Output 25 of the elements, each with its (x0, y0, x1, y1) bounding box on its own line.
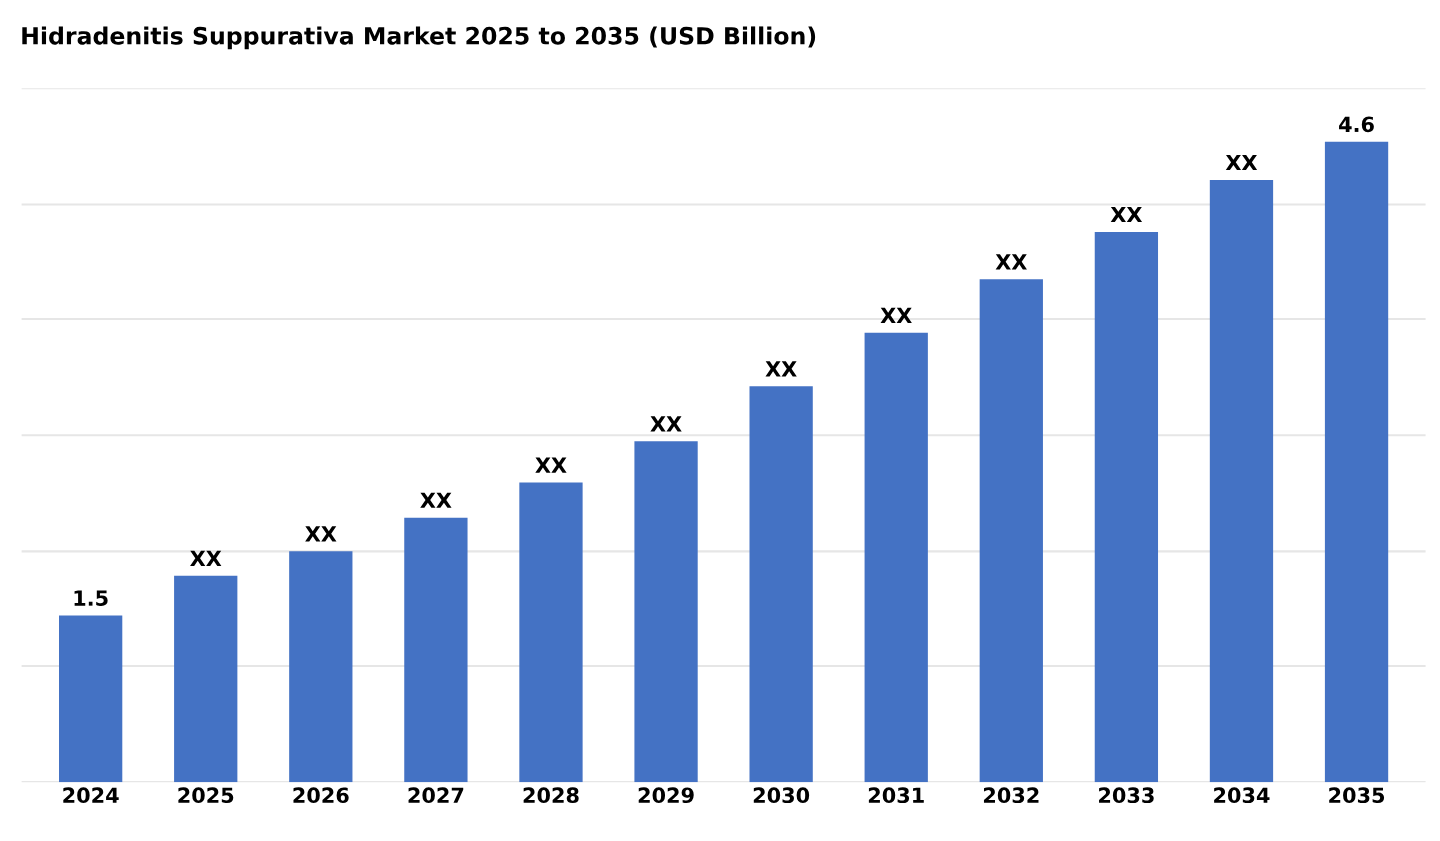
data-label: 1.5 (74, 590, 108, 606)
data-label: XX (880, 307, 912, 323)
x-tick-label: 2034 (1214, 787, 1270, 804)
data-label: XX (995, 254, 1027, 270)
data-label: 4.6 (1339, 116, 1374, 133)
x-tick-label: 2024 (63, 787, 119, 804)
data-label: XX (765, 361, 797, 377)
data-label: XX (420, 492, 452, 508)
x-tick-label: 2032 (983, 787, 1039, 804)
data-label: XX (650, 416, 682, 432)
x-tick-label: 2027 (408, 787, 464, 804)
x-tick-label: 2028 (523, 787, 579, 804)
data-label: XX (1110, 206, 1143, 223)
x-tick-label: 2035 (1329, 787, 1385, 804)
data-label: XX (535, 457, 567, 473)
data-label: XX (305, 526, 337, 542)
x-tick-label: 2025 (178, 787, 234, 804)
x-tick-label: 2033 (1099, 787, 1154, 804)
chart-title: Hidradenitis Suppurativa Market 2025 to 2035 (USD Billion) (22, 26, 816, 50)
data-label: XX (1225, 154, 1258, 171)
x-tick-label: 2031 (868, 787, 924, 804)
x-tick-label: 2030 (753, 787, 810, 804)
x-tick-label: 2029 (638, 787, 694, 804)
x-tick-label: 2026 (293, 787, 349, 804)
data-label: XX (190, 550, 222, 566)
